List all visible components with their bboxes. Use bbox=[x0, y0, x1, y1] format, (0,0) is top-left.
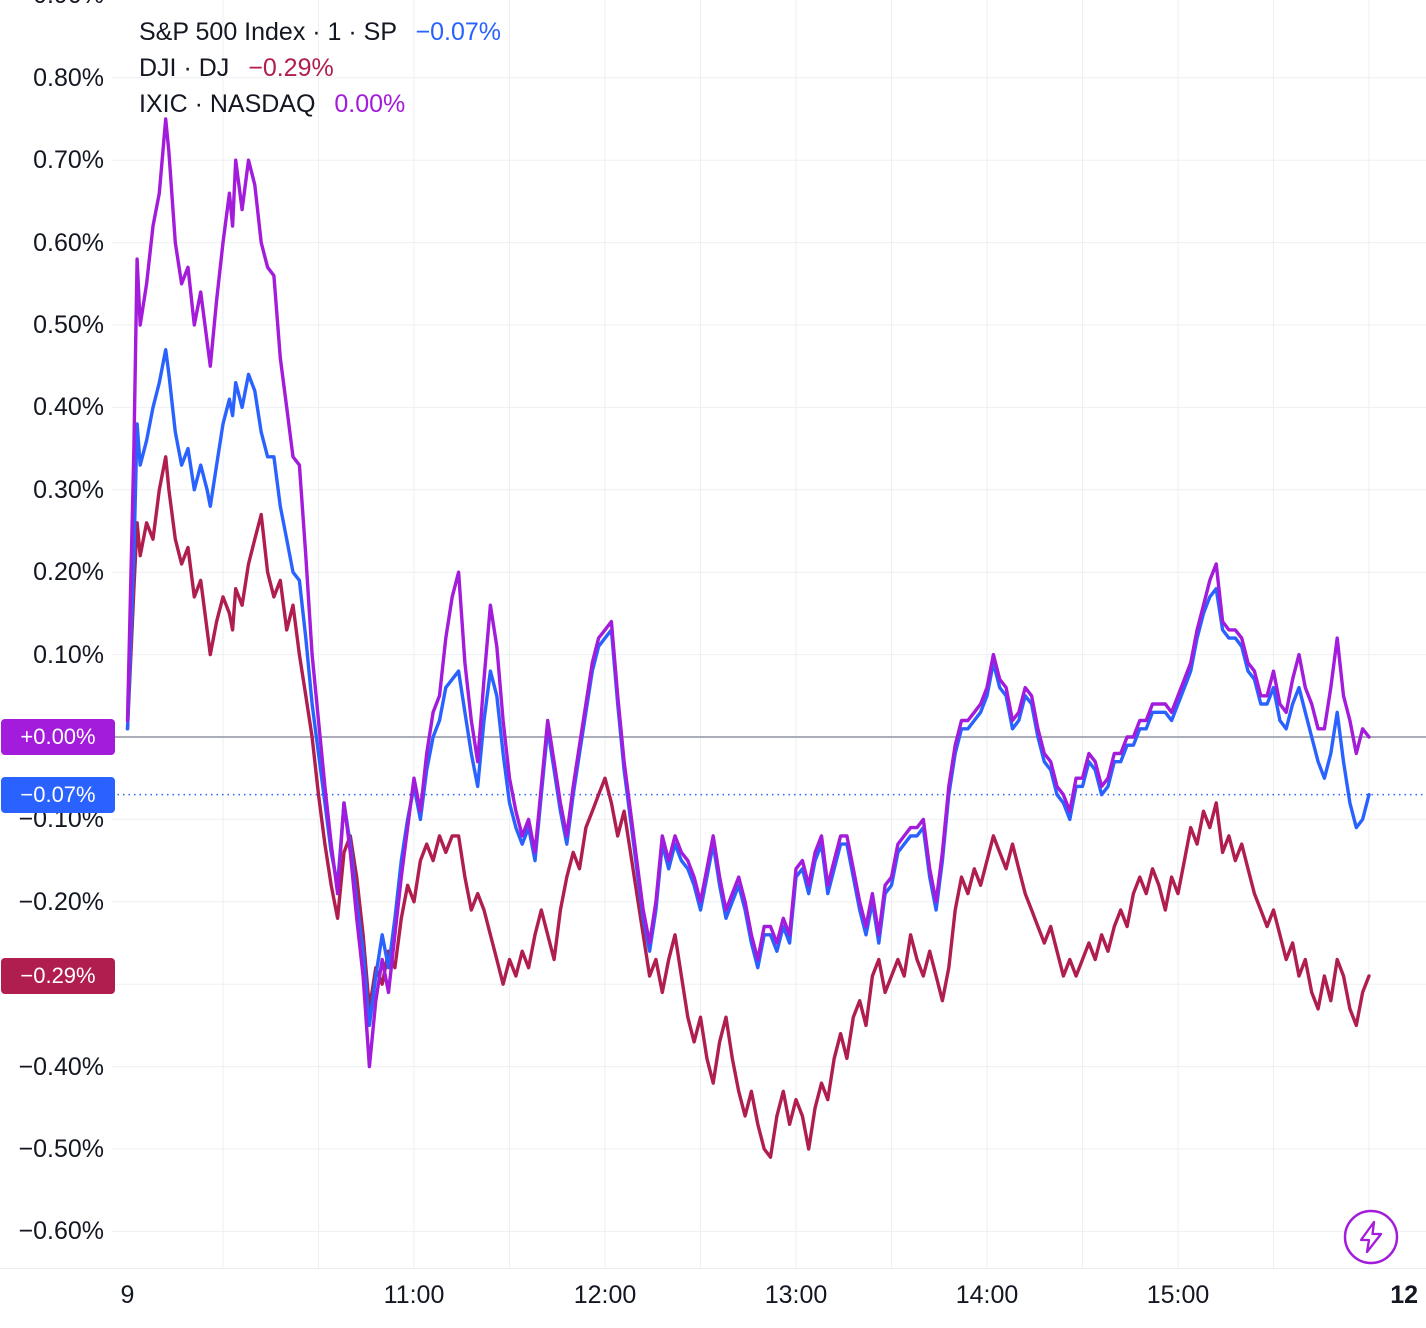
x-axis-label: 15:00 bbox=[1146, 1281, 1210, 1309]
price-badge-2: −0.29% bbox=[1, 957, 115, 994]
y-axis-label: 0.80% bbox=[33, 63, 104, 92]
y-axis-label: −0.20% bbox=[18, 887, 105, 916]
x-axis-label: 12:00 bbox=[573, 1281, 637, 1309]
legend-change-value: −0.29% bbox=[248, 54, 334, 82]
lightning-bolt-icon bbox=[1343, 1209, 1399, 1265]
legend-symbol-label: DJI · DJ bbox=[139, 54, 230, 82]
legend-item-sp[interactable]: S&P 500 Index · 1 · SP −0.07% bbox=[139, 14, 501, 50]
y-axis-label: 0.40% bbox=[33, 393, 104, 422]
y-axis-label: −0.40% bbox=[18, 1052, 105, 1081]
x-axis-label: 14:00 bbox=[955, 1281, 1019, 1309]
x-axis-label: 13:00 bbox=[764, 1281, 828, 1309]
y-axis-label: −0.60% bbox=[18, 1217, 105, 1246]
series-line-dji bbox=[125, 455, 1371, 1159]
y-axis-label: 0.60% bbox=[33, 228, 104, 257]
series-line-ixic bbox=[125, 117, 1371, 1069]
y-axis-label: 0.50% bbox=[33, 311, 104, 339]
price-badge-0: +0.00% bbox=[1, 719, 115, 755]
price-badge-1: −0.07% bbox=[1, 776, 115, 813]
y-axis-label: 0.10% bbox=[33, 640, 104, 669]
x-axis-label: 9 bbox=[120, 1281, 135, 1309]
y-axis-label: 0.30% bbox=[33, 475, 104, 504]
y-axis-label: 0.70% bbox=[33, 146, 104, 175]
x-axis[interactable]: 9 11:00 12:00 13:00 14:00 15:00 12 bbox=[0, 1268, 1426, 1328]
y-axis-label: 0.20% bbox=[33, 558, 104, 587]
lightning-button[interactable] bbox=[1341, 1207, 1401, 1267]
x-axis-next-day-label: 12 bbox=[1390, 1281, 1418, 1309]
legend-change-value: −0.07% bbox=[415, 18, 502, 46]
y-axis-label: 0.90% bbox=[0, 0, 104, 10]
x-axis-label: 11:00 bbox=[383, 1281, 445, 1309]
series-line-sp bbox=[125, 348, 1371, 1028]
legend-item-dji[interactable]: DJI · DJ −0.29% bbox=[139, 50, 501, 86]
y-axis-label: −0.50% bbox=[18, 1135, 105, 1163]
legend-item-ixic[interactable]: IXIC · NASDAQ 0.00% bbox=[139, 86, 501, 122]
legend-symbol-label: S&P 500 Index · 1 · SP bbox=[139, 18, 397, 46]
legend-symbol-label: IXIC · NASDAQ bbox=[139, 90, 316, 118]
legend-change-value: 0.00% bbox=[334, 90, 406, 118]
chart-legend: S&P 500 Index · 1 · SP −0.07% DJI · DJ −… bbox=[139, 14, 501, 122]
